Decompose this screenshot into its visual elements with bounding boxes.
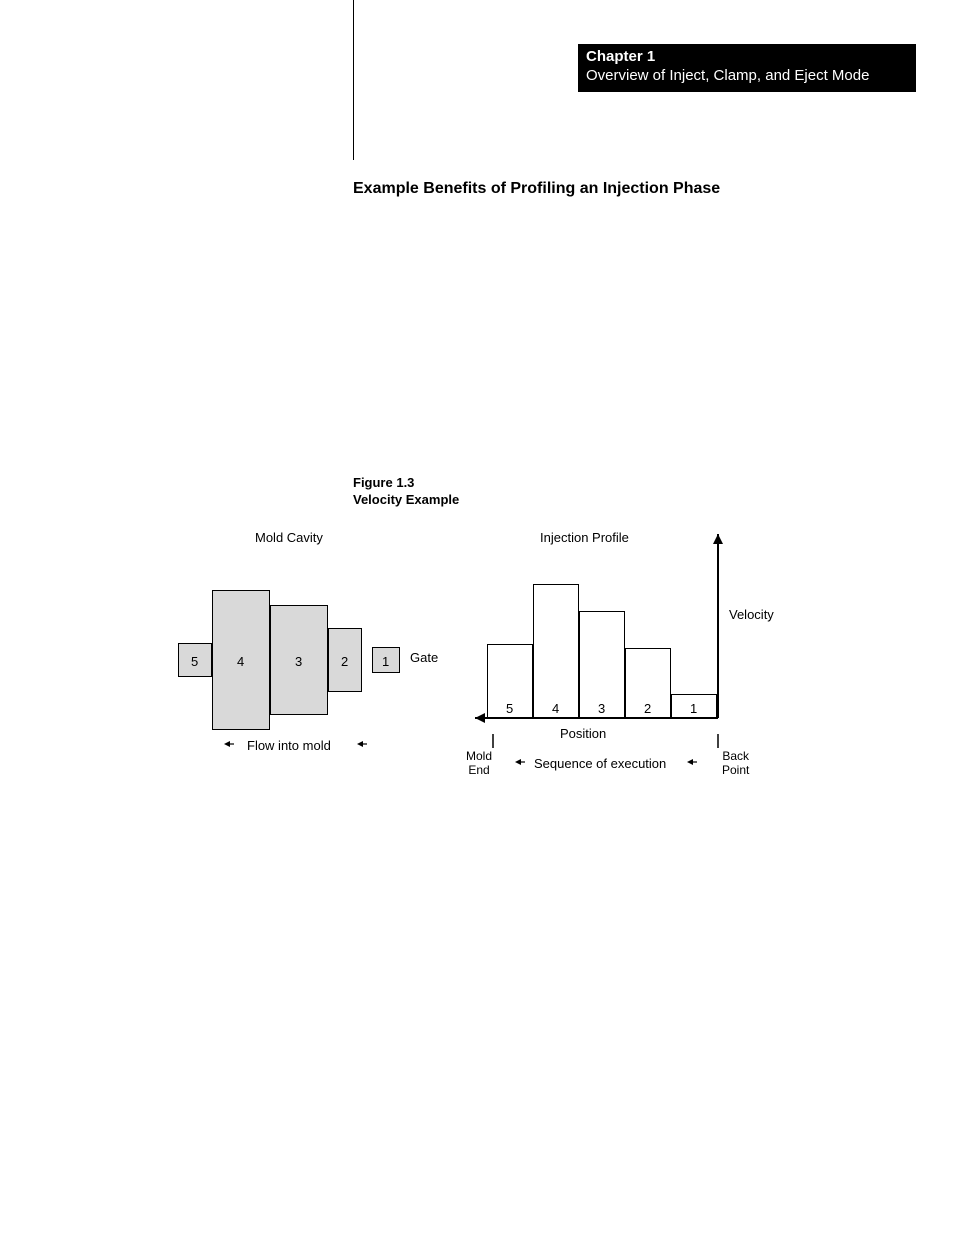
mold-cell-number: 2: [341, 654, 348, 669]
flow-label: Flow into mold: [247, 738, 331, 753]
injection-profile-title: Injection Profile: [540, 530, 629, 545]
chapter-number: Chapter 1: [586, 48, 908, 67]
profile-bar-number: 5: [506, 701, 513, 716]
profile-bar-number: 3: [598, 701, 605, 716]
mold-cell-number: 3: [295, 654, 302, 669]
position-axis-label: Position: [560, 726, 606, 741]
figure-title: Velocity Example: [353, 492, 459, 509]
vertical-divider: [353, 0, 354, 160]
mold-cell-number: 1: [382, 654, 389, 669]
figure-caption: Figure 1.3 Velocity Example: [353, 475, 459, 509]
profile-bar: [533, 584, 579, 718]
figure-number: Figure 1.3: [353, 475, 459, 492]
mold-end-label: Mold End: [466, 749, 492, 777]
sequence-label: Sequence of execution: [534, 756, 666, 771]
mold-cavity-title: Mold Cavity: [255, 530, 323, 545]
chapter-header: Chapter 1 Overview of Inject, Clamp, and…: [578, 44, 916, 92]
section-heading: Example Benefits of Profiling an Injecti…: [353, 180, 720, 198]
chapter-subtitle: Overview of Inject, Clamp, and Eject Mod…: [586, 67, 908, 86]
velocity-axis-label: Velocity: [729, 607, 774, 622]
profile-bar-number: 4: [552, 701, 559, 716]
back-point-label: Back Point: [722, 749, 749, 777]
profile-bar-number: 1: [690, 701, 697, 716]
mold-cell-number: 4: [237, 654, 244, 669]
profile-bar-number: 2: [644, 701, 651, 716]
mold-cell-number: 5: [191, 654, 198, 669]
gate-label: Gate: [410, 650, 438, 665]
